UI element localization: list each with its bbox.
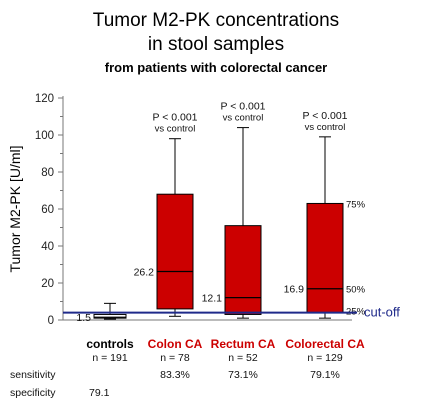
y-tick-label: 120: [35, 93, 54, 105]
box-iqr: [156, 193, 194, 310]
p-value-sublabel: vs control: [223, 113, 264, 124]
y-tick-label: 0: [48, 315, 54, 327]
box-iqr: [306, 202, 344, 314]
y-axis-label: Tumor M2-PK [U/ml]: [7, 145, 23, 272]
p-value-label: P < 0.001: [152, 112, 197, 124]
sample-size-label: n = 52: [228, 352, 258, 364]
quartile-50-label: 50%: [346, 285, 366, 296]
x-category-label: Rectum CA: [211, 337, 276, 351]
p-value-sublabel: vs control: [305, 122, 346, 133]
chart-title: Tumor M2-PK concentrations: [93, 10, 339, 31]
box-iqr: [224, 225, 262, 315]
median-label: 26.2: [134, 267, 155, 279]
x-category-label: Colon CA: [148, 337, 203, 351]
y-tick-label: 40: [41, 241, 54, 253]
p-value-label: P < 0.001: [220, 101, 265, 113]
cutoff-label: cut-off: [364, 305, 400, 320]
y-tick-label: 20: [41, 278, 54, 290]
quartile-75-label: 75%: [346, 199, 366, 210]
sensitivity-value: 79.1%: [310, 369, 340, 381]
median-label: 1.5: [76, 312, 91, 324]
median-label: 12.1: [202, 293, 223, 305]
boxes: [93, 127, 344, 320]
box-iqr: [93, 313, 127, 319]
sensitivity-value: 73.1%: [228, 369, 258, 381]
sample-size-label: n = 191: [92, 352, 127, 364]
specificity-value: 79.1: [89, 387, 110, 399]
y-tick-label: 80: [41, 167, 54, 179]
sensitivity-row-label: sensitivity: [10, 369, 56, 381]
sample-size-label: n = 78: [160, 352, 190, 364]
median-label: 16.9: [284, 284, 305, 296]
axes: 0 20 40 60 80 100 120: [35, 93, 352, 327]
p-value-label: P < 0.001: [302, 110, 347, 122]
y-tick-label: 60: [41, 204, 54, 216]
p-value-sublabel: vs control: [155, 124, 196, 135]
x-category-label: Colorectal CA: [285, 337, 365, 351]
chart-subtitle: from patients with colorectal cancer: [105, 60, 328, 75]
sensitivity-value: 83.3%: [160, 369, 190, 381]
y-tick-label: 100: [35, 130, 54, 142]
sample-size-label: n = 129: [307, 352, 342, 364]
x-category-label: controls: [86, 337, 134, 351]
specificity-row-label: specificity: [10, 387, 56, 399]
chart-title-line2: in stool samples: [148, 34, 284, 55]
